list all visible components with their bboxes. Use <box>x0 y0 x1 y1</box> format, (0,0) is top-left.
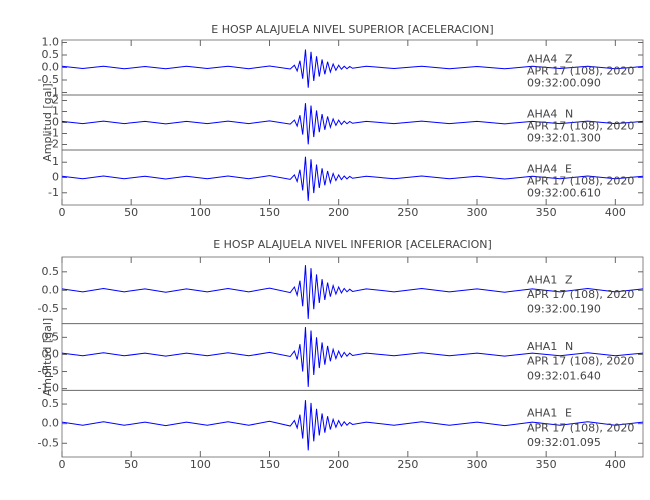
y-tick-label: -1.0 <box>38 382 59 395</box>
component-label: E <box>565 162 572 175</box>
waveform <box>62 400 643 451</box>
component-label: Z <box>565 52 573 65</box>
x-tick-label: 250 <box>397 458 418 471</box>
y-tick-label: 0.0 <box>42 347 60 360</box>
x-tick-label: 0 <box>59 458 66 471</box>
component-label: N <box>565 107 573 120</box>
x-tick-label: 150 <box>259 206 280 219</box>
x-tick-label: 100 <box>190 206 211 219</box>
time-label: 09:32:01.300 <box>527 131 601 144</box>
x-tick-label: 200 <box>328 206 349 219</box>
station-label: AHA1 <box>527 407 557 420</box>
date-label: APR 17 (108), 2020 <box>527 288 634 301</box>
y-tick-label: -0.5 <box>38 365 59 378</box>
y-tick-label: 0.0 <box>42 417 60 430</box>
y-tick-label: 0.5 <box>42 397 60 410</box>
x-tick-label: 0 <box>59 206 66 219</box>
component-label: N <box>565 340 573 353</box>
y-tick-label: 0 <box>52 116 59 129</box>
time-label: 09:32:00.090 <box>527 76 601 89</box>
y-tick-label: 1 <box>52 155 59 168</box>
date-label: APR 17 (108), 2020 <box>527 355 634 368</box>
x-tick-label: 300 <box>467 458 488 471</box>
date-label: APR 17 (108), 2020 <box>527 174 634 187</box>
date-label: APR 17 (108), 2020 <box>527 64 634 77</box>
time-label: 09:32:00.190 <box>527 303 601 316</box>
y-tick-label: 0.0 <box>42 61 60 74</box>
y-tick-label: 1.0 <box>42 36 60 49</box>
x-tick-label: 50 <box>124 458 138 471</box>
waveform <box>62 49 643 88</box>
y-tick-label: 0.5 <box>42 265 60 278</box>
y-tick-label: -0.5 <box>38 73 59 86</box>
date-label: APR 17 (108), 2020 <box>527 119 634 132</box>
chart-title: E HOSP ALAJUELA NIVEL INFERIOR [ACELERAC… <box>213 238 492 251</box>
waveform <box>62 327 643 387</box>
time-label: 09:32:01.640 <box>527 369 601 382</box>
x-tick-label: 350 <box>536 206 557 219</box>
y-tick-label: -1 <box>48 127 59 140</box>
station-label: AHA1 <box>527 273 557 286</box>
y-tick-label: -1 <box>48 86 59 99</box>
y-tick-label: -0.5 <box>38 436 59 449</box>
x-tick-label: 400 <box>605 206 626 219</box>
x-tick-label: 400 <box>605 458 626 471</box>
station-label: AHA4 <box>527 107 557 120</box>
station-label: AHA4 <box>527 52 557 65</box>
y-tick-label: -2 <box>48 138 59 151</box>
x-tick-label: 50 <box>124 206 138 219</box>
station-label: AHA1 <box>527 340 557 353</box>
y-tick-label: 0.0 <box>42 283 60 296</box>
y-tick-label: -1 <box>48 186 59 199</box>
time-label: 09:32:01.095 <box>527 436 601 449</box>
x-tick-label: 150 <box>259 458 280 471</box>
station-label: AHA4 <box>527 162 557 175</box>
x-tick-label: 300 <box>467 206 488 219</box>
y-axis-label: Amplitud [gal] <box>41 318 54 396</box>
y-tick-label: 1 <box>52 105 59 118</box>
waveform <box>62 156 643 201</box>
waveform <box>62 265 643 319</box>
x-tick-label: 200 <box>328 458 349 471</box>
x-tick-label: 250 <box>397 206 418 219</box>
y-tick-label: 0.5 <box>42 330 60 343</box>
y-tick-label: -0.5 <box>38 302 59 315</box>
time-label: 09:32:00.610 <box>527 186 601 199</box>
y-tick-label: 0.5 <box>42 48 60 61</box>
component-label: Z <box>565 273 573 286</box>
x-tick-label: 100 <box>190 458 211 471</box>
component-label: E <box>565 407 572 420</box>
y-tick-label: 2 <box>52 94 59 107</box>
y-tick-label: 0 <box>52 171 59 184</box>
date-label: APR 17 (108), 2020 <box>527 421 634 434</box>
waveform <box>62 103 643 145</box>
x-tick-label: 350 <box>536 458 557 471</box>
chart-title: E HOSP ALAJUELA NIVEL SUPERIOR [ACELERAC… <box>211 23 493 36</box>
y-axis-label: Amplitud [gal] <box>41 83 54 161</box>
